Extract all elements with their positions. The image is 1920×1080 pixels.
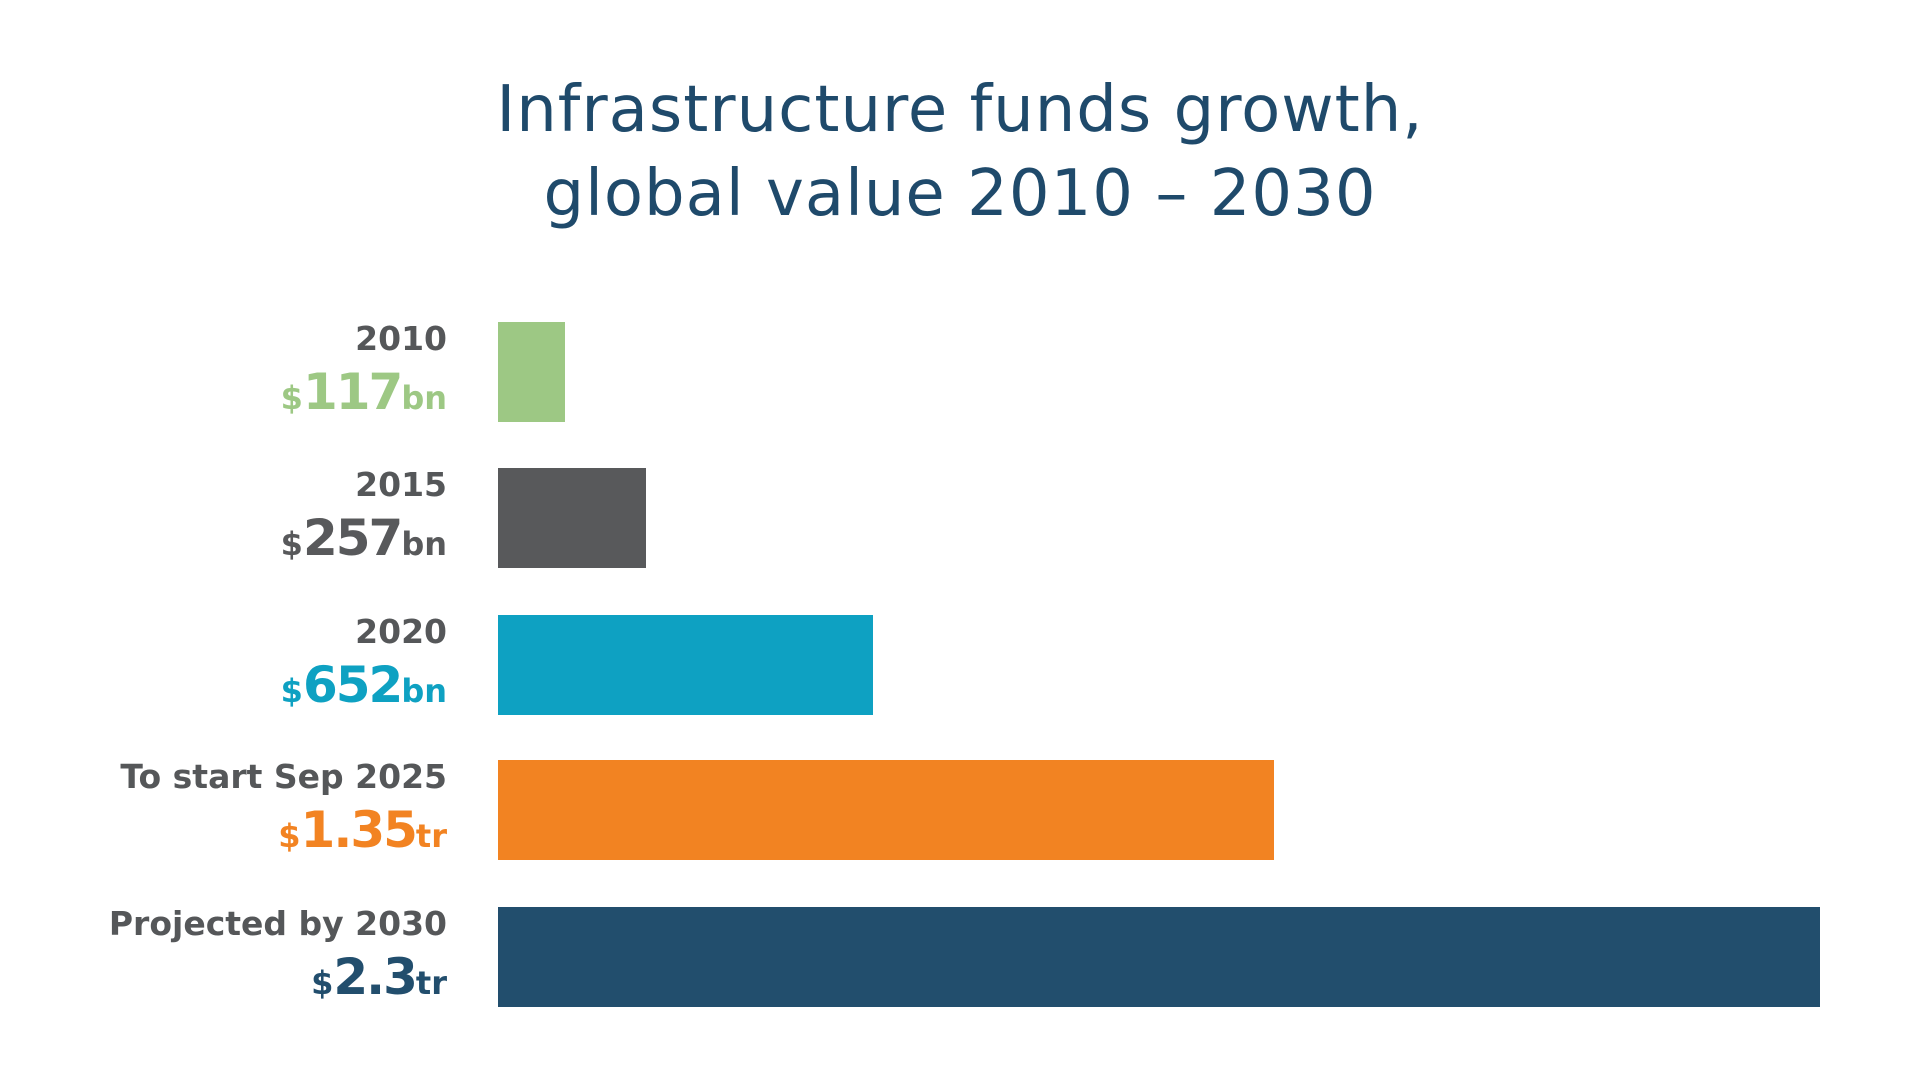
value-number: 652 [302,656,403,714]
value-label: $1.35tr [120,800,447,872]
value-currency: $ [280,379,303,417]
value-unit: bn [401,525,447,563]
bar [498,322,566,422]
value-unit: bn [401,379,447,417]
value-currency: $ [311,964,334,1002]
bar-label: Projected by 2030 $2.3tr [109,901,447,1019]
bar-row: Projected by 2030 $2.3tr [0,904,1920,1007]
bar [498,907,1820,1007]
value-label: $117bn [281,362,447,434]
category-label: 2010 [355,319,447,358]
category-label: 2020 [355,612,447,651]
value-number: 1.35 [300,801,418,859]
value-unit: bn [401,672,447,710]
bar-label: 2020 $652bn [281,609,447,727]
bar-label: 2015 $257bn [281,462,447,580]
bar [498,760,1274,860]
value-unit: tr [415,817,447,855]
chart-title: Infrastructure funds growth, global valu… [0,68,1920,236]
value-label: $257bn [281,508,447,580]
bar-row: 2010 $117bn [0,319,1920,422]
value-number: 257 [302,509,403,567]
category-label: To start Sep 2025 [120,757,447,796]
bar-label: To start Sep 2025 $1.35tr [120,754,447,872]
value-number: 117 [302,363,403,421]
bar-row: 2015 $257bn [0,465,1920,568]
category-label: 2015 [355,465,447,504]
bar-row: To start Sep 2025 $1.35tr [0,757,1920,860]
value-label: $652bn [281,655,447,727]
value-unit: tr [415,964,447,1002]
bar [498,468,646,568]
category-label: Projected by 2030 [108,904,447,943]
value-number: 2.3 [333,948,418,1006]
bar-label: 2010 $117bn [281,316,447,434]
value-label: $2.3tr [109,947,447,1019]
value-currency: $ [280,525,303,563]
chart-title-line-1: Infrastructure funds growth, [496,73,1424,147]
value-currency: $ [278,817,301,855]
chart-title-line-2: global value 2010 – 2030 [543,157,1377,231]
value-currency: $ [280,672,303,710]
bar-row: 2020 $652bn [0,612,1920,715]
bar [498,615,873,715]
